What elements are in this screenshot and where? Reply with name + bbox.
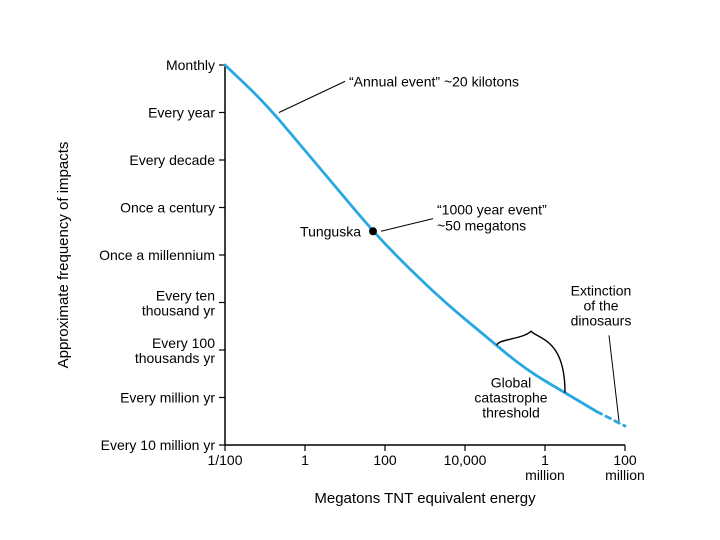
annotation-1000-year: “1000 year event” — [437, 202, 547, 218]
x-tick-label: million — [525, 467, 565, 483]
y-tick-label: Once a century — [120, 200, 215, 216]
y-tick-label: Every 100 — [152, 335, 215, 351]
y-tick-label: Every year — [148, 105, 215, 121]
annotation-tunguska: Tunguska — [300, 223, 361, 239]
x-tick-label: 100 — [373, 452, 397, 468]
y-tick-label: thousands yr — [135, 350, 215, 366]
y-tick-label: Monthly — [166, 57, 215, 73]
y-tick-label: Every million yr — [120, 390, 215, 406]
x-tick-label: 1 — [541, 452, 549, 468]
annotation-global-catastrophe: threshold — [482, 404, 540, 420]
y-tick-label: Once a millennium — [99, 247, 215, 263]
x-tick-label: 1/100 — [207, 452, 242, 468]
impact-frequency-chart: Monthly Every year Every decade Once a cent… — [0, 0, 720, 540]
annotation-global-catastrophe: Global — [491, 374, 531, 390]
tunguska-marker — [369, 227, 377, 235]
y-tick-label: Every ten — [156, 288, 215, 304]
x-tick-label: 100 — [613, 452, 637, 468]
x-tick-label: 10,000 — [444, 452, 487, 468]
y-tick-label: Every decade — [129, 152, 215, 168]
annotation-annual-event: “Annual event” ~20 kilotons — [349, 73, 519, 89]
y-tick-label: Every 10 million yr — [101, 437, 216, 453]
x-tick-label: million — [605, 467, 645, 483]
x-axis-label: Megatons TNT equivalent energy — [314, 490, 536, 507]
y-axis-label: Approximate frequency of impacts — [55, 142, 72, 369]
x-tick-label: 1 — [301, 452, 309, 468]
annotation-global-catastrophe: catastrophe — [474, 389, 547, 405]
annotation-1000-year: ~50 megatons — [437, 218, 526, 234]
annotation-extinction: of the — [583, 297, 618, 313]
annotation-extinction: Extinction — [571, 282, 632, 298]
annotation-extinction: dinosaurs — [571, 312, 632, 328]
y-tick-label: thousand yr — [142, 303, 215, 319]
